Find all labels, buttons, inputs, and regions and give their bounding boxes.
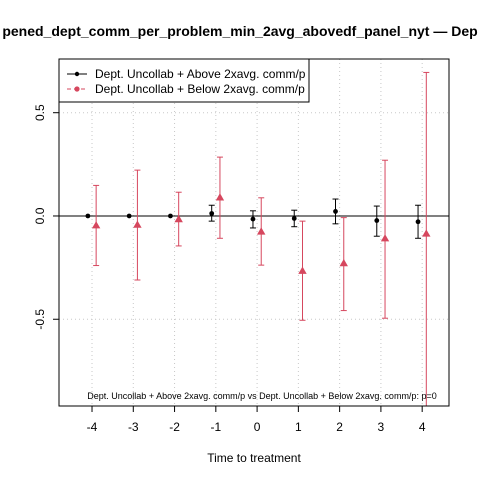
series-layer	[85, 71, 431, 407]
series-1-point-4	[257, 227, 266, 235]
x-axis-label: Time to treatment	[207, 451, 301, 465]
comparison-note: Dept. Uncollab + Above 2xavg. comm/p vs …	[87, 391, 436, 401]
x-tick-label-3: -1	[210, 420, 221, 434]
y-tick-label-0: -0.5	[33, 309, 47, 330]
series-1-point-8	[422, 229, 431, 237]
x-tick-label-8: 4	[419, 420, 426, 434]
legend-marker-0	[74, 71, 80, 77]
legend-entry-1: Dept. Uncollab + Below 2xavg. comm/p	[67, 82, 305, 96]
x-tick-label-1: -3	[128, 420, 139, 434]
y-axis: -0.5 0.0 0.5	[33, 104, 59, 330]
x-tick-label-0: -4	[87, 420, 98, 434]
legend-label-1: Dept. Uncollab + Below 2xavg. comm/p	[95, 82, 305, 96]
chart-title: pened_dept_comm_per_problem_min_2avg_abo…	[2, 23, 477, 39]
series-0-point-1	[126, 213, 132, 219]
series-1-point-0	[91, 221, 101, 229]
series-0-point-0	[85, 213, 91, 219]
grid	[59, 59, 449, 406]
series-1-point-5	[298, 266, 307, 274]
legend-entry-0: Dept. Uncollab + Above 2xavg. comm/p	[67, 67, 306, 81]
x-tick-label-2: -2	[169, 420, 180, 434]
legend-box	[58, 58, 310, 103]
series-1-point-7	[380, 234, 390, 242]
series-1-point-1	[133, 220, 142, 228]
series-0-point-8	[415, 219, 421, 225]
x-tick-label-7: 3	[378, 420, 385, 434]
y-tick-label-2: 0.5	[33, 104, 47, 121]
legend: Dept. Uncollab + Above 2xavg. comm/pDept…	[58, 58, 310, 103]
series-0-point-4	[250, 216, 256, 222]
series-1-point-6	[339, 258, 348, 267]
x-tick-label-6: 2	[336, 420, 343, 434]
series-0-point-7	[374, 218, 380, 223]
series-1	[91, 71, 431, 407]
x-axis: -4 -3 -2 -1 0 1 2 3 4	[87, 406, 426, 434]
series-1-point-3	[215, 193, 225, 201]
series-0-point-3	[209, 211, 215, 216]
series-0-point-2	[168, 213, 173, 219]
series-1-point-2	[174, 214, 183, 223]
x-tick-label-5: 1	[295, 420, 302, 434]
series-0	[85, 198, 422, 239]
x-tick-label-4: 0	[254, 420, 261, 434]
y-tick-label-1: 0.0	[33, 207, 47, 224]
series-0-point-6	[333, 209, 338, 214]
legend-label-0: Dept. Uncollab + Above 2xavg. comm/p	[95, 67, 306, 81]
plot-frame	[58, 58, 450, 407]
series-0-point-5	[291, 216, 297, 221]
legend-marker-1	[74, 86, 80, 92]
